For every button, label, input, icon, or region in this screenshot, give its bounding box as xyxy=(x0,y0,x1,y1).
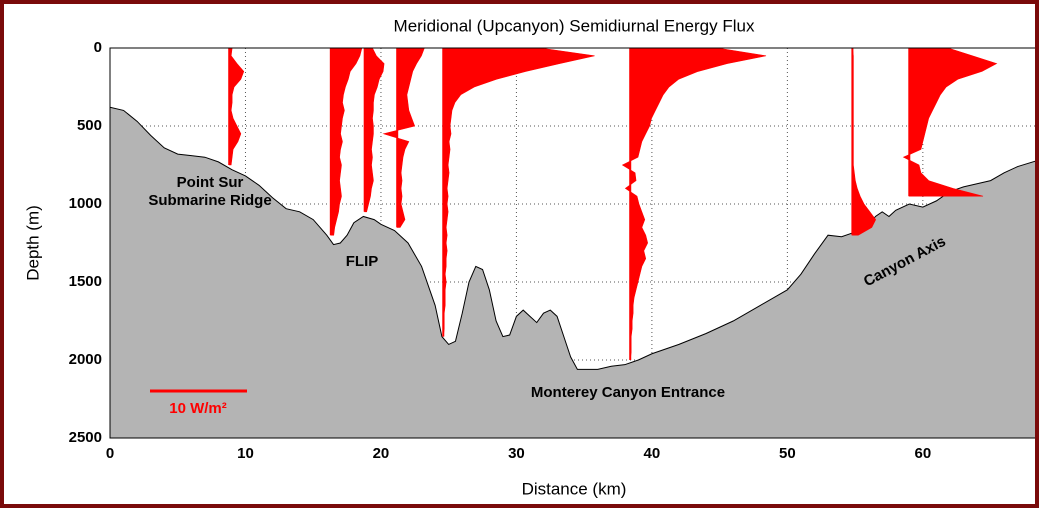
annotation: FLIP xyxy=(346,253,379,270)
flux-profile xyxy=(902,47,998,197)
scale-bar-label: 10 W/m² xyxy=(169,400,227,417)
x-tick-label: 40 xyxy=(644,445,661,462)
x-axis-label: Distance (km) xyxy=(522,479,627,498)
y-tick-label: 1500 xyxy=(69,273,102,290)
x-tick-label: 20 xyxy=(373,445,390,462)
x-tick-label: 50 xyxy=(779,445,796,462)
flux-profile xyxy=(382,47,425,228)
flux-profile xyxy=(442,47,595,337)
plot-frame xyxy=(109,47,1035,439)
seafloor xyxy=(109,106,1035,439)
flux-profile xyxy=(330,47,363,236)
y-tick-label: 1000 xyxy=(69,195,102,212)
x-tick-label: 60 xyxy=(915,445,932,462)
flux-profile xyxy=(364,47,385,213)
flux-profile xyxy=(621,47,767,361)
annotation: Point Sur xyxy=(177,174,244,191)
y-tick-label: 0 xyxy=(94,39,102,56)
annotation: Monterey Canyon Entrance xyxy=(531,384,725,401)
x-tick-label: 0 xyxy=(106,445,114,462)
x-tick-label: 30 xyxy=(508,445,525,462)
chart-title: Meridional (Upcanyon) Semidiurnal Energy… xyxy=(394,16,755,35)
y-axis-label: Depth (m) xyxy=(23,205,42,281)
y-tick-label: 2500 xyxy=(69,429,102,446)
y-tick-label: 500 xyxy=(77,117,102,134)
flux-profile xyxy=(852,47,877,236)
y-tick-label: 2000 xyxy=(69,351,102,368)
flux-profile xyxy=(228,47,245,166)
x-tick-label: 10 xyxy=(237,445,254,462)
annotation: Submarine Ridge xyxy=(148,192,271,209)
